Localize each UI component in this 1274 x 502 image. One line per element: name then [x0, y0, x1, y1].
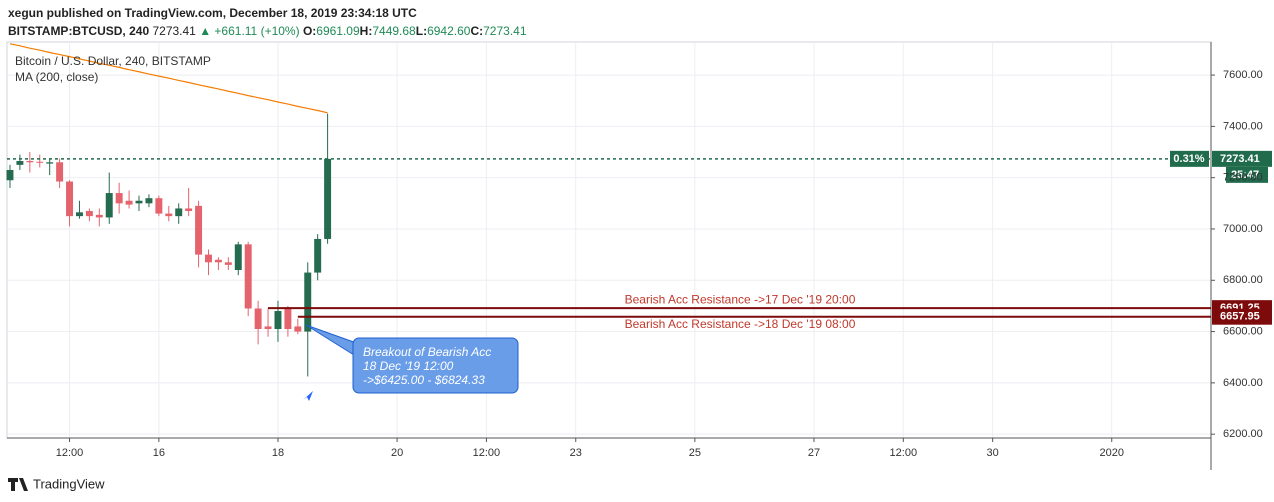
last-price: 7273.41 [152, 24, 196, 38]
header: xegun published on TradingView.com, Dece… [8, 4, 527, 40]
x-tick-label: 12:00 [473, 447, 501, 459]
candle-body [244, 244, 252, 309]
candle-body [195, 205, 203, 255]
countdown-tag [1226, 166, 1268, 183]
annotation: Breakout of Bearish Acc 18 Dec '19 12:00… [303, 324, 519, 401]
rocket-icon [303, 391, 313, 401]
plot-frame [6, 41, 1212, 439]
chart-title: Bitcoin / U.S. Dollar, 240, BITSTAMP [15, 54, 211, 68]
candle-body [16, 161, 24, 165]
candle-body [224, 262, 232, 265]
candle-body [214, 259, 222, 263]
ohlc-label: H: [359, 24, 373, 38]
plot [6, 43, 332, 377]
y-tick-label: 6600.00 [1223, 325, 1263, 337]
candle-body [314, 238, 322, 273]
ohlc-value: 7273.41 [483, 24, 527, 38]
candle-body [36, 161, 44, 163]
candle-body [6, 169, 14, 181]
x-tick-label: 16 [153, 447, 165, 459]
callout-text: ->$6425.00 - $6824.33 [363, 373, 485, 387]
x-tick-label: 18 [272, 447, 284, 459]
candle-body [95, 214, 103, 218]
callout-join [354, 343, 364, 358]
price-tag [1212, 308, 1272, 325]
overlay: Bearish Acc Resistance ->17 Dec '19 20:0… [7, 150, 1272, 331]
publisher: xegun published on TradingView.com, Dece… [8, 4, 527, 22]
candle-body [115, 193, 123, 204]
y-tick-label: 6200.00 [1223, 428, 1263, 440]
x-tick-label: 2020 [1099, 447, 1123, 459]
x-tick-label: 20 [391, 447, 403, 459]
candle-body [125, 200, 133, 205]
ohlc-value: 7449.68 [372, 24, 416, 38]
candle-body [304, 272, 312, 332]
candle-body [26, 161, 34, 163]
legend-entry: MA (200, close) [15, 70, 98, 84]
y-tick-label: 7000.00 [1223, 223, 1263, 235]
y-tick-label: 6400.00 [1223, 377, 1263, 389]
candle-body [205, 254, 212, 263]
publisher-text: xegun published on TradingView.com, Dece… [8, 6, 417, 20]
price-tag-label: 7273.41 [1220, 153, 1260, 165]
candle-body [175, 208, 183, 217]
moving-average [9, 43, 328, 114]
y-tick-label: 7600.00 [1223, 69, 1263, 81]
countdown-label: 25:47 [1231, 169, 1259, 181]
symbol: BITSTAMP:BTCUSD, 240 [8, 24, 150, 38]
callout-text: Breakout of Bearish Acc [363, 345, 491, 359]
candle-body [274, 311, 282, 329]
candle-body [294, 326, 302, 332]
candle-body [75, 212, 83, 217]
price-tag [1212, 150, 1272, 167]
candle-body [165, 213, 173, 217]
x-tick-label: 30 [987, 447, 999, 459]
y-tick-label: 7400.00 [1223, 120, 1263, 132]
candle-body [145, 198, 153, 204]
x-tick-label: 23 [570, 447, 582, 459]
change-tag-label: 0.31% [1173, 153, 1204, 165]
ohlc-label: O: [302, 24, 317, 38]
level-text: Bearish Acc Resistance ->18 Dec '19 08:0… [625, 317, 856, 331]
candle-body [324, 158, 332, 239]
candle-body [185, 208, 193, 212]
candle-body [234, 244, 242, 271]
ohlc-label: L: [415, 24, 428, 38]
footer: TradingView [0, 470, 1274, 502]
price-tag-label: 6657.95 [1220, 311, 1260, 323]
ohlc-value: 6942.60 [427, 24, 471, 38]
x-tick-label: 27 [808, 447, 820, 459]
ohlc: O:6961.09H:7449.68L:6942.60C:7273.41 [303, 24, 527, 38]
candle-body [264, 326, 272, 329]
logo [8, 478, 28, 491]
brand: TradingView [33, 476, 105, 491]
candle-body [135, 200, 143, 204]
symbol-line: BITSTAMP:BTCUSD, 240 7273.41 ▲ +661.11 (… [8, 22, 527, 40]
candle-body [284, 308, 292, 329]
candle-body [56, 162, 64, 182]
change: ▲ +661.11 (+10%) [199, 24, 300, 38]
candle-body [46, 162, 54, 164]
candle-body [155, 198, 163, 214]
y-tick-label: 6800.00 [1223, 274, 1263, 286]
callout-text: 18 Dec '19 12:00 [363, 359, 454, 373]
change-tag [1170, 150, 1209, 167]
candle-body [85, 211, 93, 217]
footer-bg [0, 470, 1274, 502]
candle-body [105, 193, 113, 218]
callout-box [352, 337, 519, 394]
level-text: Bearish Acc Resistance ->17 Dec '19 20:0… [625, 292, 856, 306]
ohlc-label: C: [470, 24, 484, 38]
candle-body [254, 308, 262, 329]
x-tick-label: 12:00 [890, 447, 918, 459]
ohlc-value: 6961.09 [316, 24, 360, 38]
x-tick-label: 12:00 [56, 447, 84, 459]
y-tick-label: 7200.00 [1223, 172, 1263, 184]
candle-body [66, 181, 74, 217]
x-tick-label: 25 [689, 447, 701, 459]
